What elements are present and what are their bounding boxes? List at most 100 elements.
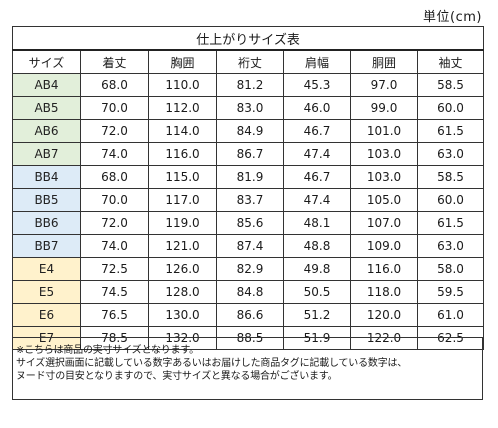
measurement-cell: 88.5 <box>216 326 284 350</box>
header-shoulder: 肩幅 <box>283 49 351 74</box>
measurement-cell: 48.1 <box>283 211 351 235</box>
measurement-cell: 87.4 <box>216 234 284 258</box>
table-row: BB7 74.0 121.0 87.4 48.8 109.0 63.0 <box>12 234 485 258</box>
header-waist: 胴囲 <box>350 49 418 74</box>
note-line: ※こちらは商品の実寸サイズとなります。 <box>16 345 199 356</box>
measurement-cell: 128.0 <box>148 280 217 304</box>
measurement-cell: 86.6 <box>216 303 284 327</box>
measurement-cell: 68.0 <box>80 165 149 189</box>
notes-box: ※こちらは商品の実寸サイズとなります。 サイズ選択画面に記載している数字あるいは… <box>12 337 483 400</box>
measurement-cell: 130.0 <box>148 303 217 327</box>
measurement-cell: 126.0 <box>148 257 217 281</box>
table-row: AB4 68.0 110.0 81.2 45.3 97.0 58.5 <box>12 73 485 97</box>
measurement-cell: 45.3 <box>283 73 351 97</box>
measurement-cell: 74.0 <box>80 142 149 166</box>
table-row: E6 76.5 130.0 86.6 51.2 120.0 61.0 <box>12 303 485 327</box>
measurement-cell: 103.0 <box>350 165 418 189</box>
measurement-cell: 59.5 <box>416 280 485 304</box>
measurement-cell: 82.9 <box>216 257 284 281</box>
measurement-cell: 63.0 <box>416 234 485 258</box>
header-row: サイズ 着丈 胸囲 裄丈 肩幅 胴囲 袖丈 <box>12 49 485 74</box>
measurement-cell: 61.5 <box>416 119 485 143</box>
measurement-cell: 99.0 <box>350 96 418 120</box>
measurement-cell: 103.0 <box>350 142 418 166</box>
size-cell: BB7 <box>12 234 81 258</box>
measurement-cell: 72.0 <box>80 211 149 235</box>
table-row: AB6 72.0 114.0 84.9 46.7 101.0 61.5 <box>12 119 485 143</box>
measurement-cell: 118.0 <box>350 280 418 304</box>
size-cell: AB6 <box>12 119 81 143</box>
measurement-cell: 51.2 <box>283 303 351 327</box>
measurement-cell: 61.5 <box>416 211 485 235</box>
measurement-cell: 122.0 <box>350 326 418 350</box>
measurement-cell: 112.0 <box>148 96 217 120</box>
table-row: E4 72.5 126.0 82.9 49.8 116.0 58.0 <box>12 257 485 281</box>
size-cell: AB7 <box>12 142 81 166</box>
header-chest: 胸囲 <box>148 49 217 74</box>
header-length: 着丈 <box>80 49 149 74</box>
measurement-cell: 60.0 <box>416 188 485 212</box>
table-row: AB7 74.0 116.0 86.7 47.4 103.0 63.0 <box>12 142 485 166</box>
measurement-cell: 72.5 <box>80 257 149 281</box>
measurement-cell: 70.0 <box>80 188 149 212</box>
measurement-cell: 86.7 <box>216 142 284 166</box>
header-size: サイズ <box>12 49 81 74</box>
table-title: 仕上がりサイズ表 <box>11 26 485 51</box>
table-row: BB6 72.0 119.0 85.6 48.1 107.0 61.5 <box>12 211 485 235</box>
measurement-cell: 101.0 <box>350 119 418 143</box>
measurement-cell: 74.0 <box>80 234 149 258</box>
measurement-cell: 68.0 <box>80 73 149 97</box>
measurement-cell: 60.0 <box>416 96 485 120</box>
size-cell: E5 <box>12 280 81 304</box>
measurement-cell: 58.5 <box>416 73 485 97</box>
table-row: E7 78.5 132.0 88.5 51.9 122.0 62.5 <box>12 326 485 350</box>
measurement-cell: 83.7 <box>216 188 284 212</box>
measurement-cell: 62.5 <box>416 326 485 350</box>
measurement-cell: 105.0 <box>350 188 418 212</box>
measurement-cell: 47.4 <box>283 188 351 212</box>
measurement-cell: 81.9 <box>216 165 284 189</box>
measurement-cell: 58.0 <box>416 257 485 281</box>
header-sleeve: 袖丈 <box>416 49 485 74</box>
note-line: サイズ選択画面に記載している数字あるいはお届けした商品タグに記載している数字は、 <box>16 358 408 369</box>
measurement-cell: 85.6 <box>216 211 284 235</box>
measurement-cell: 58.5 <box>416 165 485 189</box>
measurement-cell: 76.5 <box>80 303 149 327</box>
measurement-cell: 49.8 <box>283 257 351 281</box>
table-row: AB5 70.0 112.0 83.0 46.0 99.0 60.0 <box>12 96 485 120</box>
size-cell: AB4 <box>12 73 81 97</box>
measurement-cell: 120.0 <box>350 303 418 327</box>
measurement-cell: 117.0 <box>148 188 217 212</box>
measurement-cell: 63.0 <box>416 142 485 166</box>
measurement-cell: 48.8 <box>283 234 351 258</box>
size-cell: BB4 <box>12 165 81 189</box>
size-cell: E7 <box>12 326 81 350</box>
size-cell: E6 <box>12 303 81 327</box>
measurement-cell: 46.7 <box>283 119 351 143</box>
size-cell: BB5 <box>12 188 81 212</box>
table-row: BB4 68.0 115.0 81.9 46.7 103.0 58.5 <box>12 165 485 189</box>
measurement-cell: 109.0 <box>350 234 418 258</box>
measurement-cell: 110.0 <box>148 73 217 97</box>
measurement-cell: 107.0 <box>350 211 418 235</box>
header-yuki: 裄丈 <box>216 49 284 74</box>
measurement-cell: 121.0 <box>148 234 217 258</box>
measurement-cell: 83.0 <box>216 96 284 120</box>
measurement-cell: 47.4 <box>283 142 351 166</box>
measurement-cell: 78.5 <box>80 326 149 350</box>
measurement-cell: 116.0 <box>148 142 217 166</box>
unit-label: 単位(cm) <box>423 10 482 25</box>
table-row: E5 74.5 128.0 84.8 50.5 118.0 59.5 <box>12 280 485 304</box>
measurement-cell: 119.0 <box>148 211 217 235</box>
measurement-cell: 46.0 <box>283 96 351 120</box>
size-cell: AB5 <box>12 96 81 120</box>
size-chart-table: 仕上がりサイズ表 サイズ 着丈 胸囲 裄丈 肩幅 胴囲 袖丈 AB4 68.0 11… <box>11 26 485 350</box>
measurement-cell: 84.9 <box>216 119 284 143</box>
measurement-cell: 116.0 <box>350 257 418 281</box>
measurement-cell: 72.0 <box>80 119 149 143</box>
measurement-cell: 81.2 <box>216 73 284 97</box>
size-cell: E4 <box>12 257 81 281</box>
size-cell: BB6 <box>12 211 81 235</box>
measurement-cell: 46.7 <box>283 165 351 189</box>
measurement-cell: 61.0 <box>416 303 485 327</box>
